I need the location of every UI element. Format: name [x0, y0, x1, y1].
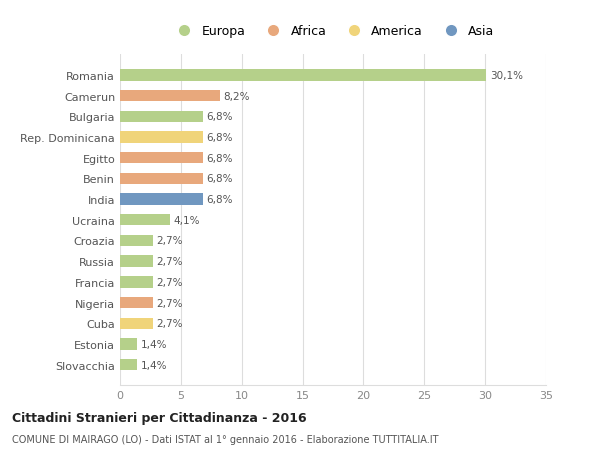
Bar — [120, 235, 153, 246]
Bar — [120, 194, 203, 205]
Text: 6,8%: 6,8% — [206, 133, 233, 143]
Bar — [120, 297, 153, 308]
Bar — [120, 277, 153, 288]
Bar — [120, 318, 153, 329]
Bar — [120, 174, 203, 185]
Bar — [120, 256, 153, 267]
Text: Cittadini Stranieri per Cittadinanza - 2016: Cittadini Stranieri per Cittadinanza - 2… — [12, 411, 307, 424]
Bar — [120, 132, 203, 143]
Text: 2,7%: 2,7% — [157, 277, 183, 287]
Text: COMUNE DI MAIRAGO (LO) - Dati ISTAT al 1° gennaio 2016 - Elaborazione TUTTITALIA: COMUNE DI MAIRAGO (LO) - Dati ISTAT al 1… — [12, 434, 439, 444]
Bar — [120, 70, 487, 81]
Bar — [120, 359, 137, 370]
Text: 4,1%: 4,1% — [173, 215, 200, 225]
Text: 2,7%: 2,7% — [157, 257, 183, 267]
Bar — [120, 215, 170, 226]
Text: 2,7%: 2,7% — [157, 236, 183, 246]
Text: 1,4%: 1,4% — [140, 339, 167, 349]
Bar — [120, 91, 220, 102]
Bar — [120, 339, 137, 350]
Text: 2,7%: 2,7% — [157, 298, 183, 308]
Text: 6,8%: 6,8% — [206, 153, 233, 163]
Text: 30,1%: 30,1% — [490, 71, 523, 81]
Text: 8,2%: 8,2% — [223, 91, 250, 101]
Text: 1,4%: 1,4% — [140, 360, 167, 370]
Bar — [120, 112, 203, 123]
Text: 6,8%: 6,8% — [206, 174, 233, 184]
Text: 6,8%: 6,8% — [206, 195, 233, 205]
Bar — [120, 153, 203, 164]
Text: 6,8%: 6,8% — [206, 112, 233, 122]
Text: 2,7%: 2,7% — [157, 319, 183, 329]
Legend: Europa, Africa, America, Asia: Europa, Africa, America, Asia — [168, 22, 498, 42]
